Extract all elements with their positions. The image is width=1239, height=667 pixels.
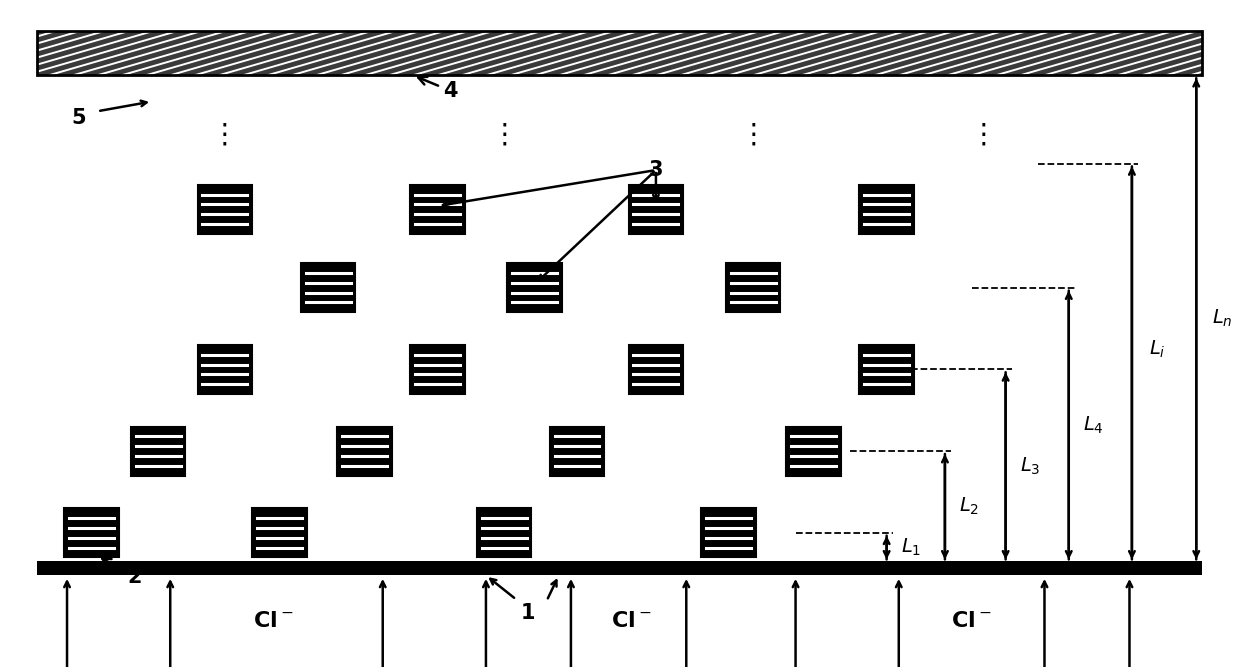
Bar [37,31,1202,75]
Bar [860,185,914,234]
Bar [787,427,841,476]
Text: $L_n$: $L_n$ [1212,308,1233,329]
Text: Cl$^-$: Cl$^-$ [611,611,652,631]
Text: 4: 4 [419,77,458,101]
Text: $L_3$: $L_3$ [1020,455,1041,476]
Bar [410,345,465,394]
Bar [131,427,186,476]
Text: ⋮: ⋮ [211,120,239,148]
Text: ⋮: ⋮ [970,120,997,148]
Text: $L_2$: $L_2$ [959,496,980,518]
Bar [410,185,465,234]
Bar [253,508,307,558]
Text: Cl$^-$: Cl$^-$ [952,611,992,631]
Bar [701,508,756,558]
Bar [337,427,392,476]
Text: ⋮: ⋮ [1123,321,1141,340]
Bar [477,508,532,558]
Text: ⋮: ⋮ [740,120,767,148]
Text: $L_4$: $L_4$ [1083,414,1104,436]
Text: 5: 5 [72,108,87,128]
Bar [507,263,561,312]
Text: 1: 1 [522,602,535,622]
Text: 3: 3 [649,160,663,180]
Bar [628,345,683,394]
Text: $L_1$: $L_1$ [901,537,922,558]
Text: 2: 2 [103,558,142,587]
Text: ⋮: ⋮ [491,120,518,148]
Bar [197,345,253,394]
Bar [64,508,119,558]
Bar [628,185,683,234]
Bar [37,561,1202,576]
Bar [197,185,253,234]
Text: $L_i$: $L_i$ [1149,340,1166,360]
Bar [860,345,914,394]
Bar [37,31,1202,75]
Text: Cl$^-$: Cl$^-$ [253,611,294,631]
Bar [726,263,781,312]
Bar [550,427,605,476]
Bar [301,263,356,312]
